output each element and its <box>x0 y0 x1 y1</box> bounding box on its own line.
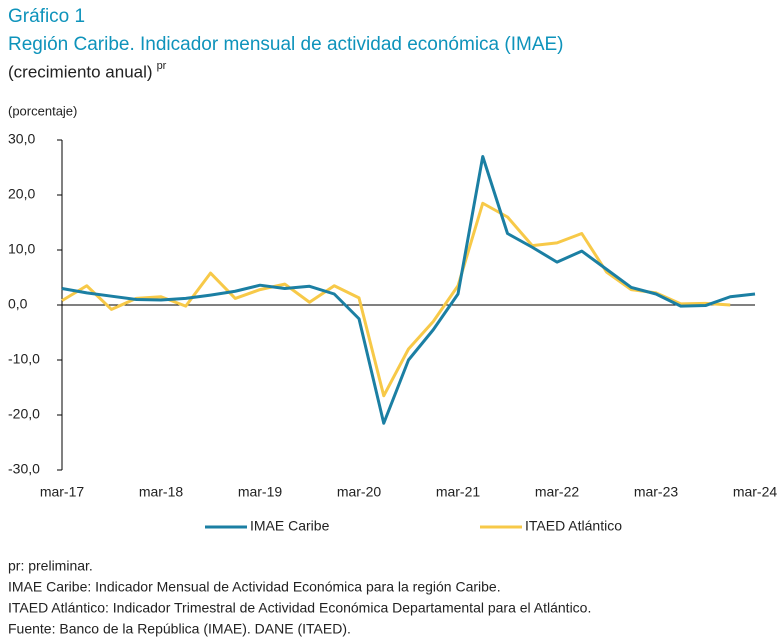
series-line <box>61 201 731 398</box>
footnote: ITAED Atlántico: Indicador Trimestral de… <box>8 600 591 616</box>
legend-label: IMAE Caribe <box>250 518 330 534</box>
chart-label: Gráfico 1 <box>8 6 85 27</box>
legend-label: ITAED Atlántico <box>525 518 622 534</box>
chart-title: Región Caribe. Indicador mensual de acti… <box>8 34 564 55</box>
chart-subtitle: (crecimiento anual) <box>8 62 153 81</box>
x-tick-label: mar-20 <box>337 484 382 500</box>
x-tick-label: mar-17 <box>40 484 85 500</box>
footnote: Fuente: Banco de la República (IMAE). DA… <box>8 621 351 637</box>
y-tick-label: 0,0 <box>8 296 28 312</box>
y-tick-label: -30,0 <box>8 461 40 477</box>
x-tick-label: mar-21 <box>436 484 481 500</box>
subtitle-superscript: pr <box>157 60 167 72</box>
y-axis-label: (porcentaje) <box>8 103 77 118</box>
series-line <box>61 155 756 425</box>
x-tick-label: mar-22 <box>535 484 580 500</box>
footnote: IMAE Caribe: Indicador Mensual de Activi… <box>8 579 501 595</box>
x-tick-label: mar-18 <box>139 484 184 500</box>
y-tick-label: 30,0 <box>8 131 35 147</box>
x-tick-label: mar-19 <box>238 484 283 500</box>
y-tick-label: 20,0 <box>8 186 35 202</box>
footnote: pr: preliminar. <box>8 558 93 574</box>
y-tick-label: -10,0 <box>8 351 40 367</box>
x-tick-label: mar-24 <box>733 484 778 500</box>
x-tick-label: mar-23 <box>634 484 679 500</box>
y-tick-label: -20,0 <box>8 406 40 422</box>
y-tick-label: 10,0 <box>8 241 35 257</box>
